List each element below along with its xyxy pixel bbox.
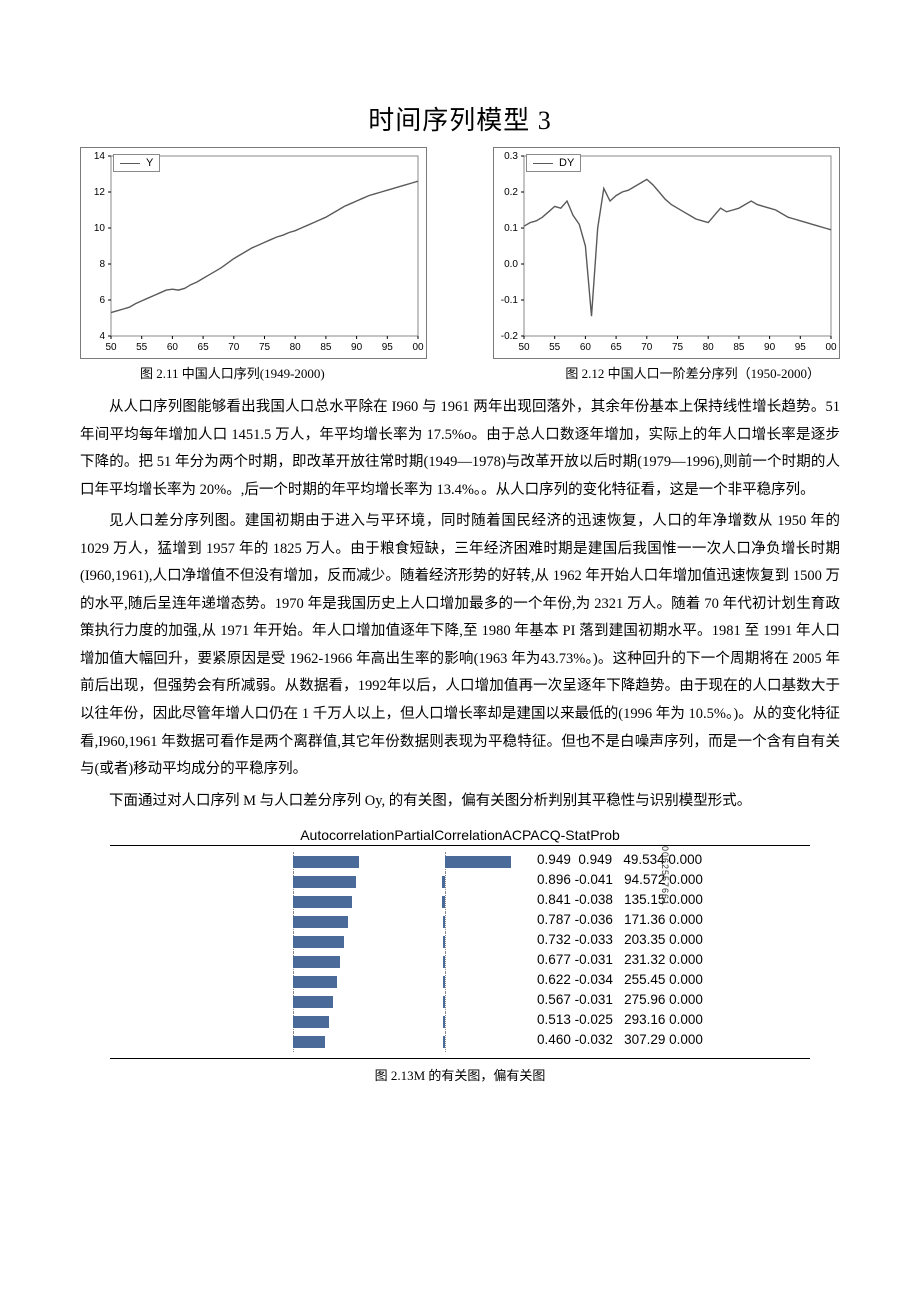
corr-bar-row [375, 1032, 515, 1052]
legend-line-icon [120, 163, 140, 164]
svg-text:80: 80 [290, 342, 302, 353]
svg-text:50: 50 [518, 342, 530, 353]
svg-text:85: 85 [320, 342, 332, 353]
corr-bar-row [375, 892, 515, 912]
svg-text:85: 85 [733, 342, 745, 353]
corr-bar-row [375, 872, 515, 892]
svg-text:0.2: 0.2 [504, 187, 518, 198]
corr-bar-row [375, 852, 515, 872]
svg-text:0.1: 0.1 [504, 223, 518, 234]
paragraph-3: 下面通过对人口序列 M 与人口差分序列 Oy, 的有关图，偏有关图分析判别其平稳… [80, 788, 840, 816]
corr-bar-row [223, 992, 363, 1012]
corr-header: AutocorrelationPartialCorrelationACPACQ-… [80, 827, 840, 843]
page-title: 时间序列模型 3 [80, 100, 840, 137]
chart-right-svg: -0.2 -0.1 0.0 0.1 0.2 0.3 50 55 60 65 70 75 80 85 90 95… [494, 148, 839, 358]
legend-right-label: DY [559, 157, 574, 169]
chart-left: Y 4 6 8 10 12 14 50 55 60 65 70 75 80 85 90 95 00 [80, 147, 427, 359]
svg-text:00: 00 [825, 342, 837, 353]
svg-text:75: 75 [672, 342, 684, 353]
paragraph-1: 从人口序列图能够看出我国人口总水平除在 I960 与 1961 两年出现回落外，… [80, 394, 840, 504]
svg-text:55: 55 [136, 342, 148, 353]
svg-text:65: 65 [198, 342, 210, 353]
chart-right: DY -0.2 -0.1 0.0 0.1 0.2 0.3 50 55 60 65 70 75 80 85 9… [493, 147, 840, 359]
svg-text:-0.1: -0.1 [501, 295, 519, 306]
svg-text:-0.2: -0.2 [501, 331, 519, 342]
svg-text:50: 50 [105, 342, 117, 353]
charts-row: Y 4 6 8 10 12 14 50 55 60 65 70 75 80 85 90 95 00 DY -0.… [80, 147, 840, 359]
corr-bar-row [375, 992, 515, 1012]
svg-text:70: 70 [228, 342, 240, 353]
paragraph-2: 见人口差分序列图。建国初期由于进入与平环境，同时随着国民经济的迅速恢复，人口的年… [80, 508, 840, 783]
svg-text:00: 00 [412, 342, 424, 353]
corr-bar-row [223, 952, 363, 972]
corr-bar-row [223, 872, 363, 892]
caption-right: 图 2.12 中国人口一阶差分序列（1950-2000） [565, 363, 840, 382]
corr-bar-row [223, 852, 363, 872]
svg-text:65: 65 [611, 342, 623, 353]
corr-bar-row [223, 892, 363, 912]
corr-bar-row [223, 1032, 363, 1052]
svg-text:0.3: 0.3 [504, 151, 518, 162]
corr-bar-row [375, 952, 515, 972]
svg-text:6: 6 [99, 295, 105, 306]
pacf-decor: 0062557661 [660, 846, 672, 1046]
svg-text:70: 70 [641, 342, 653, 353]
svg-text:4: 4 [99, 331, 105, 342]
svg-text:55: 55 [549, 342, 561, 353]
corr-bar-row [375, 912, 515, 932]
svg-text:0.0: 0.0 [504, 259, 518, 270]
svg-text:12: 12 [94, 187, 106, 198]
legend-line-icon [533, 163, 553, 164]
stats-column: 0.949 0.949 49.534 0.000 0.896 -0.041 94… [521, 850, 703, 1050]
svg-text:10: 10 [94, 223, 106, 234]
corr-bar-row [223, 1012, 363, 1032]
corr-bar-row [223, 972, 363, 992]
legend-left: Y [113, 154, 160, 172]
pacf-column: 0062557661 [369, 850, 521, 1054]
corr-bar-row [375, 932, 515, 952]
corr-bar-row [375, 972, 515, 992]
svg-text:95: 95 [382, 342, 394, 353]
svg-text:60: 60 [167, 342, 179, 353]
corr-caption: 图 2.13M 的有关图，偏有关图 [80, 1065, 840, 1084]
chart-left-svg: 4 6 8 10 12 14 50 55 60 65 70 75 80 85 90 95 00 [81, 148, 426, 358]
svg-text:90: 90 [351, 342, 363, 353]
svg-text:60: 60 [580, 342, 592, 353]
corr-bar-row [375, 1012, 515, 1032]
chart-captions: 图 2.11 中国人口序列(1949-2000) 图 2.12 中国人口一阶差分… [80, 363, 840, 382]
legend-left-label: Y [146, 157, 153, 169]
svg-text:8: 8 [99, 259, 105, 270]
svg-text:14: 14 [94, 151, 106, 162]
svg-text:95: 95 [795, 342, 807, 353]
corr-bar-row [223, 932, 363, 952]
legend-right: DY [526, 154, 581, 172]
acf-column [217, 850, 369, 1054]
corr-bar-row [223, 912, 363, 932]
svg-text:75: 75 [259, 342, 271, 353]
caption-left: 图 2.11 中国人口序列(1949-2000) [80, 363, 325, 382]
corr-table: 0062557661 0.949 0.949 49.534 0.000 0.89… [110, 845, 810, 1059]
svg-text:80: 80 [703, 342, 715, 353]
svg-text:90: 90 [764, 342, 776, 353]
decor-text: 0062557661 [660, 846, 670, 906]
